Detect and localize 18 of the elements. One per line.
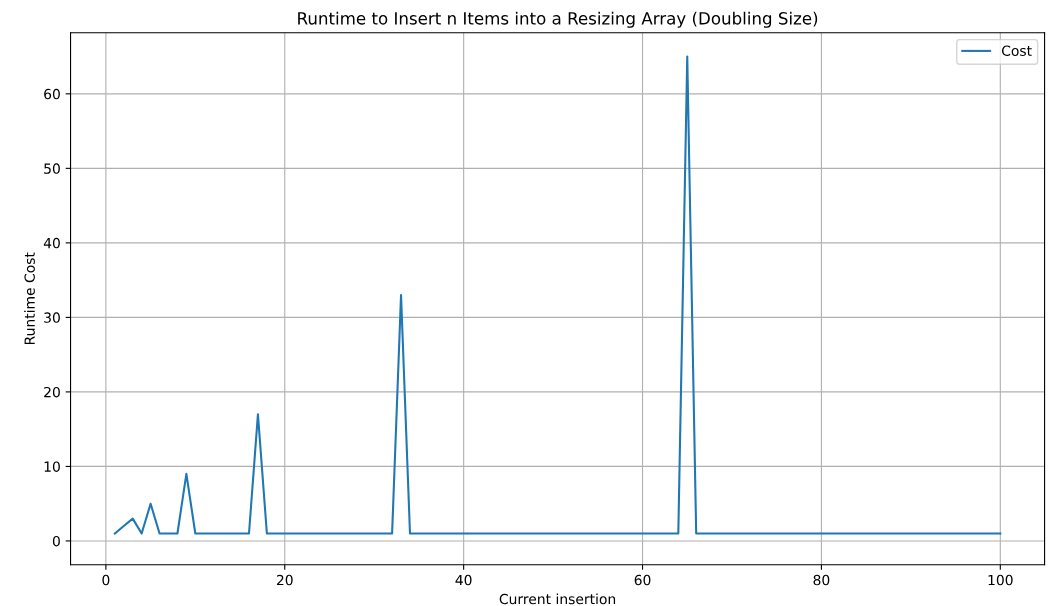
- x-axis-title: Current insertion: [499, 593, 616, 605]
- x-tick-label: 40: [455, 574, 472, 586]
- y-tick-label: 60: [44, 88, 60, 100]
- x-tick-label: 0: [102, 574, 110, 586]
- x-tick-label: 80: [813, 574, 830, 586]
- y-tick-label: 50: [44, 163, 60, 174]
- x-tick-label: 100: [988, 574, 1013, 586]
- y-tick-label: 20: [44, 386, 60, 398]
- y-axis-title: Runtime Cost: [24, 252, 35, 345]
- x-tick-label: 60: [634, 574, 651, 586]
- y-tick-label: 10: [44, 461, 60, 472]
- y-tick-label: 30: [44, 312, 60, 323]
- x-tick-label: 20: [276, 574, 293, 586]
- y-tick-label: 40: [43, 237, 60, 249]
- chart-title: Runtime to Insert n Items into a Resizing Array (Doubling Size): [298, 11, 818, 28]
- y-tick-label: 0: [52, 535, 60, 547]
- legend-label: Cost: [1001, 45, 1032, 56]
- line-series: [113, 55, 1002, 535]
